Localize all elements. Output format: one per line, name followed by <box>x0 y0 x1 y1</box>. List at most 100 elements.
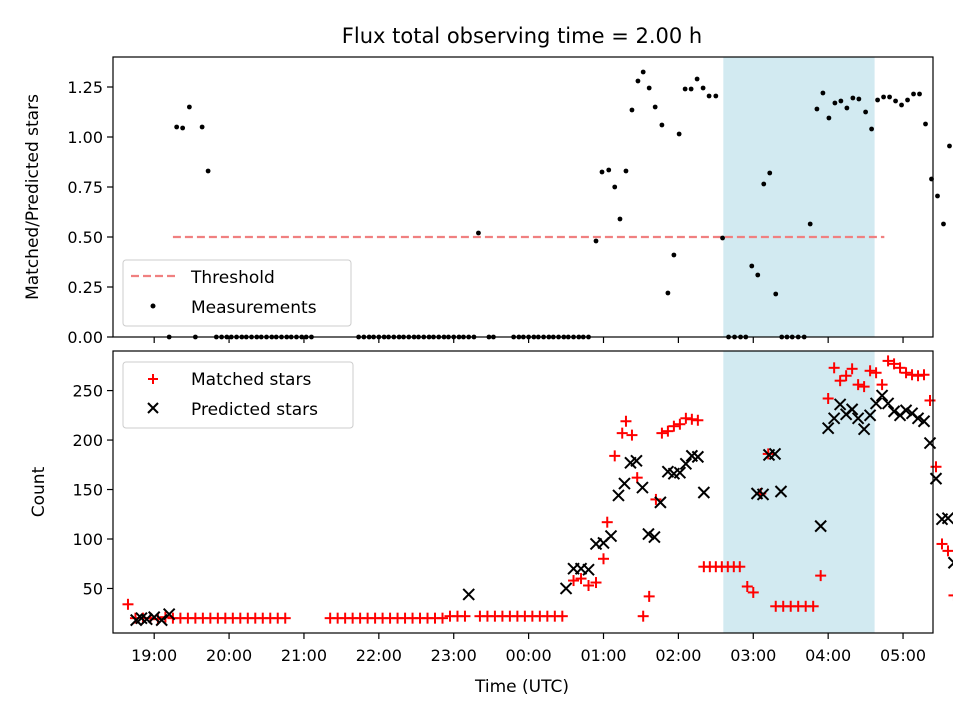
measurement-point <box>773 291 779 297</box>
matched-stars-point <box>924 394 936 406</box>
measurement-point <box>941 221 946 227</box>
matched-stars-point <box>601 516 613 528</box>
predicted-stars-point <box>899 404 913 417</box>
matched-stars-point <box>948 589 953 601</box>
matched-stars-point <box>436 612 448 624</box>
matched-stars-point <box>583 580 595 592</box>
predicted-stars-point <box>887 405 901 418</box>
matched-stars-point <box>590 577 602 589</box>
predicted-stars-point <box>851 412 865 425</box>
measurement-point <box>617 216 623 222</box>
measurement-point <box>599 169 605 175</box>
predicted-stars-point <box>604 529 618 543</box>
measurement-point <box>706 93 712 99</box>
measurement-point <box>953 145 958 150</box>
legend-measurements-swatch <box>150 303 156 309</box>
measurement-point <box>832 100 838 106</box>
time-x-axis: 19:00 20:00 21:00 22:00 23:00 00:00 01:00 02:00… <box>131 633 926 665</box>
matched-stars-point <box>637 610 649 622</box>
predicted-stars-point <box>875 389 889 402</box>
matched-stars-point <box>598 553 610 565</box>
predicted-stars-point <box>869 397 883 410</box>
matched-stars-point <box>882 355 894 367</box>
y-tick-label: 0.50 <box>67 228 103 247</box>
x-tick-label: 02:00 <box>655 646 701 665</box>
y-tick-label: 200 <box>72 431 103 450</box>
matched-stars-point <box>852 379 864 391</box>
measurement-point <box>659 122 665 128</box>
measurement-point <box>205 168 211 174</box>
count-y-axis-label: Count <box>29 466 49 517</box>
predicted-stars-point <box>863 409 877 422</box>
legend-matched-swatch <box>148 374 158 384</box>
x-tick-label: 19:00 <box>131 646 177 665</box>
matched-stars-point <box>858 381 870 393</box>
measurement-point <box>623 168 629 174</box>
measurement-point <box>850 95 856 101</box>
measurement-point <box>593 238 599 244</box>
measurement-point <box>694 76 700 82</box>
y-tick-label: 150 <box>72 481 103 500</box>
measurement-point <box>755 272 761 278</box>
matched-stars-point <box>918 369 930 381</box>
matched-stars-point <box>815 570 827 582</box>
measurement-point <box>814 106 820 112</box>
measurement-point <box>676 131 682 137</box>
predicted-stars-point <box>774 485 788 498</box>
x-tick-label: 05:00 <box>880 646 926 665</box>
measurement-point <box>905 97 910 103</box>
matched-stars-point <box>840 370 852 382</box>
y-tick-label: 0.25 <box>67 278 103 297</box>
matched-stars-point <box>942 545 953 557</box>
measurement-point <box>612 184 618 190</box>
predicted-stars-point <box>857 422 871 436</box>
measurement-point <box>947 143 952 149</box>
measurement-point <box>923 121 928 127</box>
predicted-stars-point <box>768 447 782 461</box>
ratio-legend: Threshold Measurements <box>122 259 352 327</box>
measurement-point <box>682 86 688 92</box>
measurement-point <box>640 69 646 75</box>
matched-stars-point <box>575 573 587 585</box>
y-tick-label: 1.00 <box>67 128 103 147</box>
matched-stars-point <box>828 362 840 374</box>
matched-stars-point <box>620 415 632 427</box>
measurement-point <box>881 94 886 100</box>
x-tick-label: 20:00 <box>206 646 252 665</box>
measurement-point <box>199 124 205 130</box>
legend-threshold-label: Threshold <box>190 268 275 288</box>
predicted-stars-point <box>636 481 649 494</box>
predicted-stars-point <box>462 588 475 601</box>
predicted-stars-point <box>756 488 770 501</box>
measurement-point <box>700 85 706 91</box>
measurement-point <box>652 104 658 110</box>
measurement-point <box>856 96 862 102</box>
measurement-point <box>761 181 767 187</box>
matched-stars-point <box>668 420 680 432</box>
ratio-y-axis: 0.00 0.25 0.50 0.75 1.00 1.25 <box>67 78 113 347</box>
measurement-point <box>476 230 481 236</box>
matched-stars-point <box>692 414 704 426</box>
predicted-stars-point <box>814 519 827 533</box>
predicted-stars-point <box>679 457 693 471</box>
predicted-stars-point <box>630 454 643 468</box>
count-panel-frame <box>112 350 934 634</box>
measurement-point <box>875 97 880 103</box>
matched-stars-point <box>876 379 888 391</box>
measurement-point <box>180 125 186 131</box>
chart-title: Flux total observing time = 2.00 h <box>342 24 702 48</box>
measurement-point <box>863 109 869 115</box>
predicted-stars-point <box>140 612 153 626</box>
measurement-point <box>671 252 677 258</box>
predicted-stars-point <box>941 512 953 525</box>
measurement-points <box>166 69 958 340</box>
matched-stars-point <box>834 375 846 387</box>
measurement-point <box>917 91 922 97</box>
matched-stars-point <box>674 418 686 430</box>
matched-stars-point <box>650 493 662 505</box>
count-legend: Matched stars Predicted stars <box>122 361 354 429</box>
predicted-stars-point <box>917 415 931 428</box>
predicted-stars-point <box>147 610 161 624</box>
matched-stars-point <box>609 450 621 462</box>
measurement-point <box>635 78 641 84</box>
